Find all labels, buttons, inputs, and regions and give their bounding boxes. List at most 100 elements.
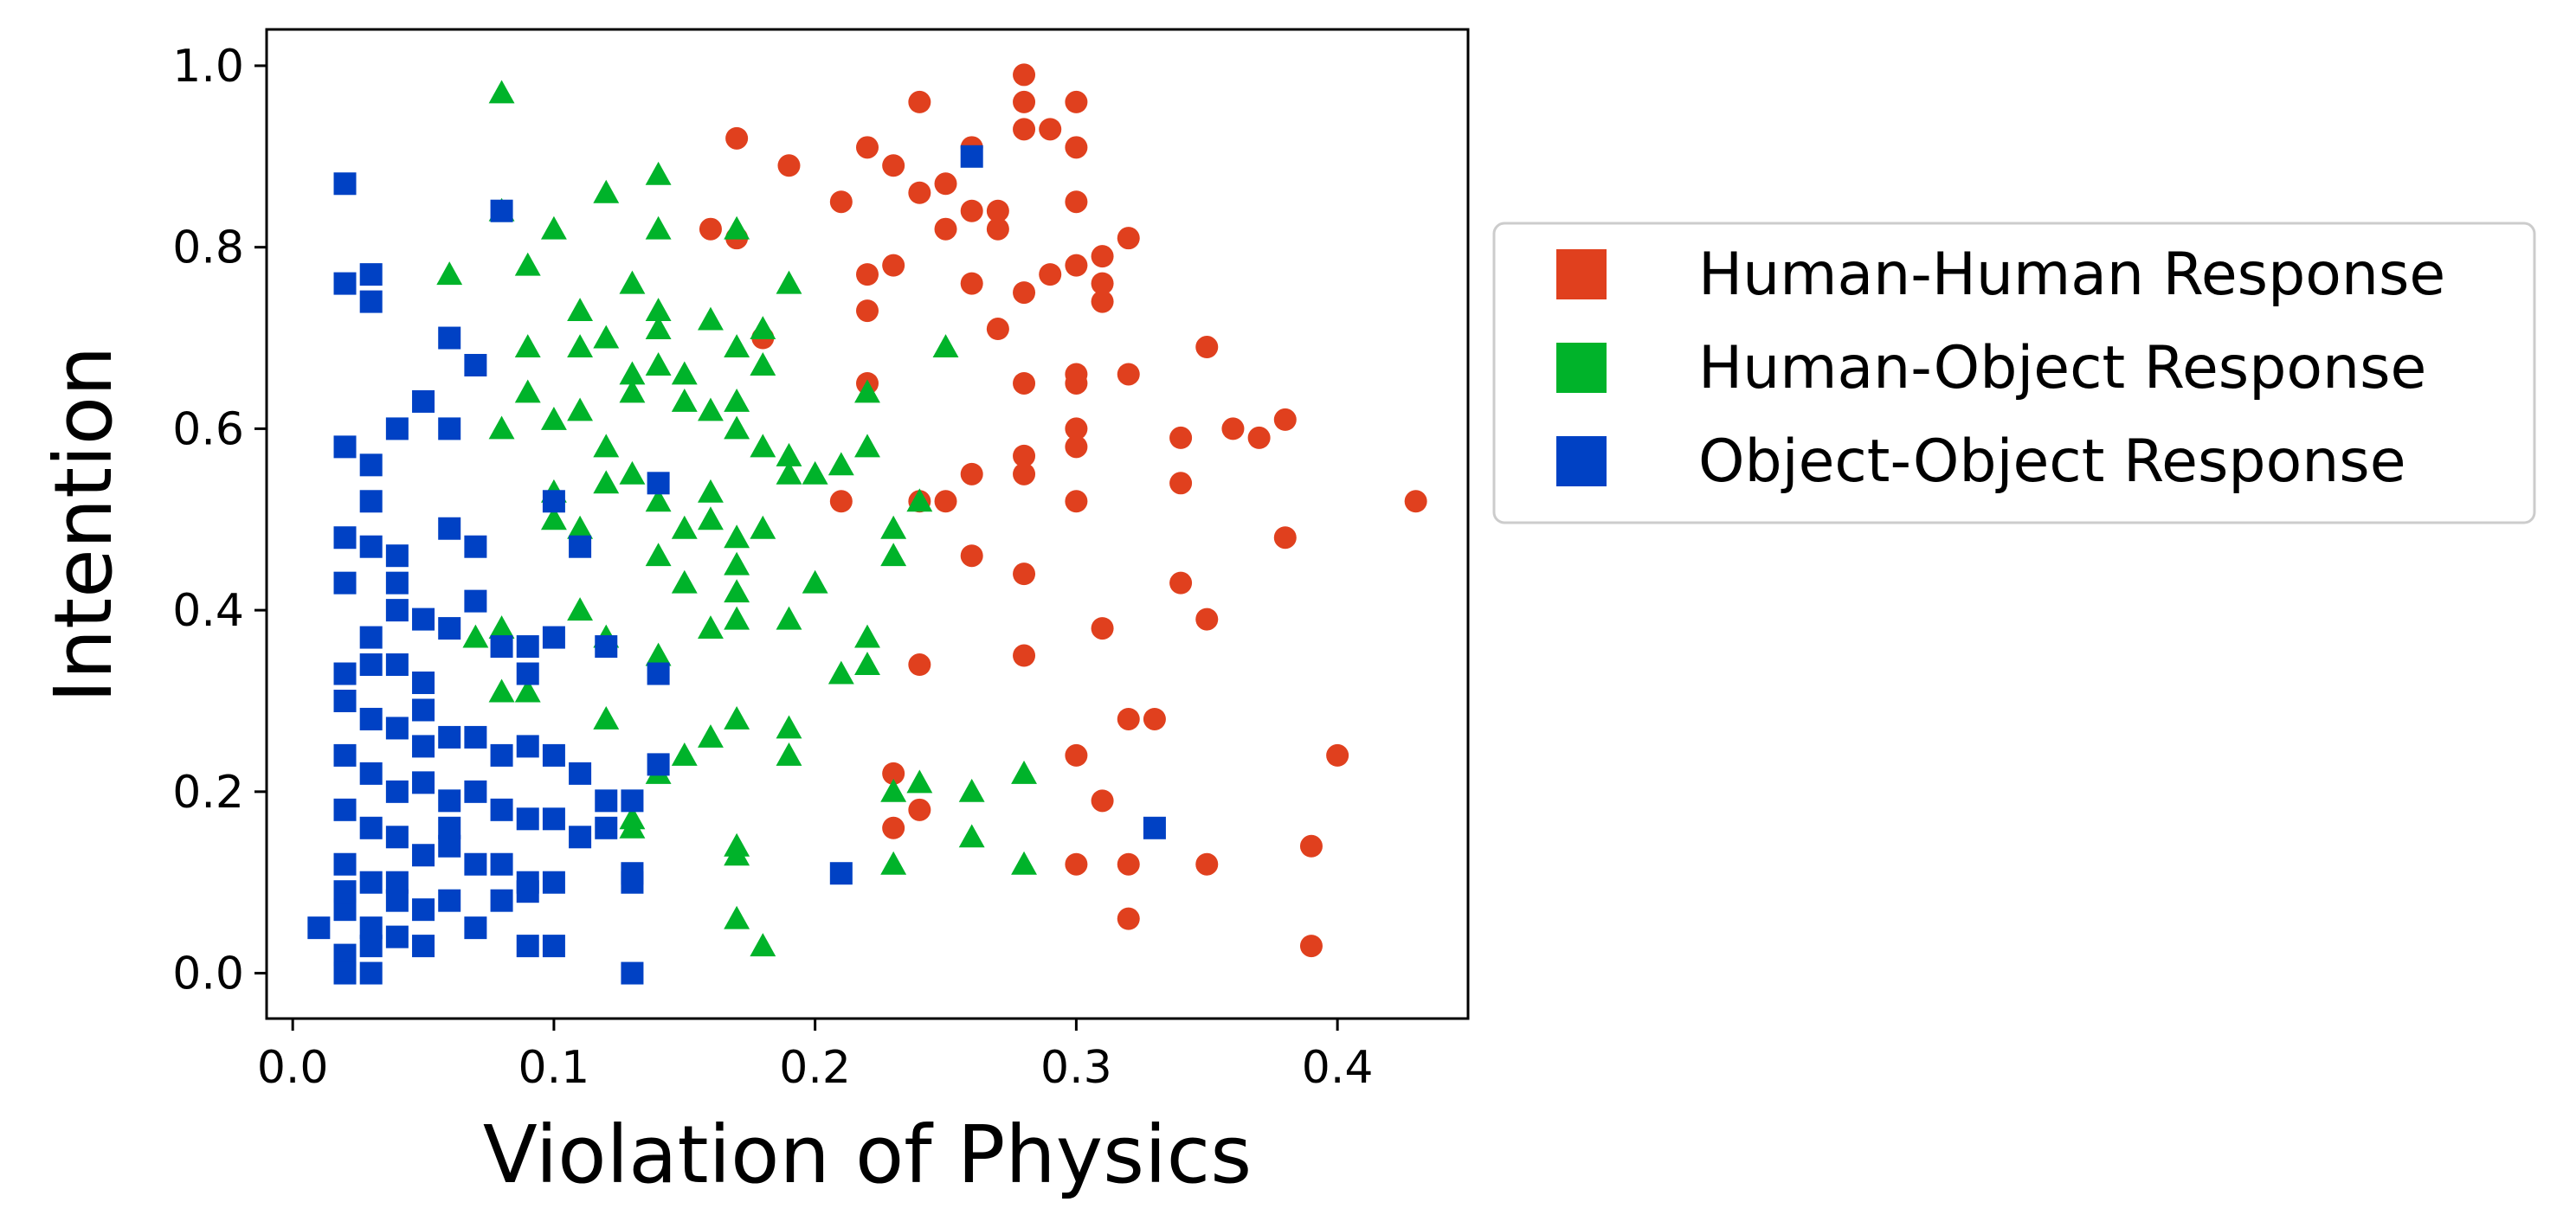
data-point — [960, 145, 983, 168]
data-point — [1273, 408, 1297, 431]
data-point — [567, 298, 594, 322]
legend: Human-Human Response Human-Object Respons… — [1492, 222, 2536, 524]
data-point — [595, 789, 618, 813]
data-point — [1299, 935, 1323, 958]
data-point — [1195, 852, 1219, 876]
data-point — [750, 352, 776, 376]
data-point — [619, 814, 646, 839]
data-point — [1299, 834, 1323, 858]
data-point — [698, 306, 724, 331]
data-point — [647, 472, 670, 495]
data-point — [385, 826, 409, 849]
data-point — [908, 90, 931, 113]
data-point — [1273, 526, 1297, 550]
data-point — [333, 435, 357, 459]
data-point — [1117, 852, 1140, 876]
data-point — [698, 479, 724, 503]
data-point — [1326, 743, 1349, 767]
data-point — [724, 606, 750, 630]
data-point — [882, 154, 905, 177]
data-point — [1039, 118, 1062, 141]
data-point — [908, 798, 931, 821]
data-point — [802, 569, 828, 594]
data-point — [619, 379, 646, 403]
x-tick-label: 0.2 — [779, 1042, 851, 1094]
data-point — [854, 652, 880, 675]
x-tick-label: 0.1 — [518, 1042, 590, 1094]
data-point — [698, 615, 724, 640]
y-tick-label: 0.0 — [172, 948, 244, 1000]
data-point — [619, 460, 646, 485]
data-point — [359, 653, 383, 677]
y-axis-title: Intention — [37, 346, 130, 704]
data-point — [593, 434, 620, 458]
data-point — [1011, 760, 1037, 784]
data-point — [385, 925, 409, 948]
data-point — [438, 789, 461, 813]
data-point — [645, 488, 672, 512]
plot-frame — [265, 28, 1470, 1020]
data-point — [828, 452, 854, 476]
data-point — [645, 316, 672, 340]
data-point — [986, 217, 1009, 241]
data-point — [412, 898, 435, 922]
data-point — [333, 689, 357, 712]
data-point — [856, 136, 879, 159]
data-point — [333, 272, 357, 295]
data-point — [516, 635, 539, 659]
data-point — [856, 299, 879, 323]
y-tick-label: 0.2 — [172, 767, 244, 819]
data-point — [882, 762, 905, 785]
data-point — [1065, 254, 1088, 277]
data-point — [882, 816, 905, 839]
data-point — [490, 199, 513, 222]
x-tick-label: 0.4 — [1302, 1042, 1374, 1094]
data-point — [516, 735, 539, 758]
data-point — [1195, 336, 1219, 359]
data-point — [385, 417, 409, 440]
y-tick-label: 0.4 — [172, 585, 244, 637]
data-point — [908, 653, 931, 677]
data-point — [593, 470, 620, 494]
data-point — [359, 961, 383, 985]
data-point — [1065, 490, 1088, 513]
data-point — [960, 199, 983, 222]
data-point — [960, 462, 983, 485]
data-point — [333, 743, 357, 767]
data-point — [464, 780, 487, 803]
data-point — [1013, 281, 1036, 305]
data-point — [569, 535, 592, 558]
data-point — [724, 832, 750, 857]
data-point — [333, 571, 357, 595]
data-point — [488, 615, 515, 640]
data-point — [829, 490, 853, 513]
data-point — [908, 181, 931, 204]
data-point — [725, 126, 749, 150]
data-point — [569, 826, 592, 849]
data-point — [934, 490, 957, 513]
data-point — [1011, 851, 1037, 875]
data-point — [647, 662, 670, 685]
data-point — [1117, 707, 1140, 730]
data-point — [1404, 490, 1427, 513]
data-point — [542, 743, 565, 767]
data-point — [1065, 435, 1088, 459]
data-point — [333, 961, 357, 985]
data-point — [412, 672, 435, 695]
data-point — [1117, 907, 1140, 930]
data-point — [671, 388, 698, 412]
data-point — [438, 889, 461, 912]
data-point — [1013, 444, 1036, 467]
data-point — [724, 706, 750, 730]
data-point — [1091, 245, 1114, 268]
data-point — [934, 217, 957, 241]
data-point — [516, 662, 539, 685]
data-point — [359, 935, 383, 958]
data-point — [542, 626, 565, 649]
data-point — [1013, 63, 1036, 87]
data-point — [958, 778, 985, 802]
data-point — [802, 460, 828, 485]
data-point — [829, 862, 853, 885]
x-tick-label: 0.3 — [1040, 1042, 1112, 1094]
